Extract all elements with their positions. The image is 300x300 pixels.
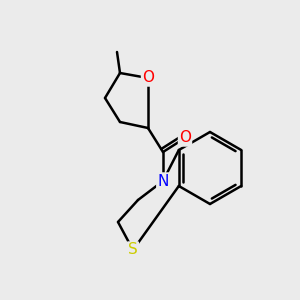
Text: O: O bbox=[142, 70, 154, 86]
Text: S: S bbox=[128, 242, 138, 257]
Text: N: N bbox=[157, 173, 169, 188]
Text: O: O bbox=[179, 130, 191, 146]
